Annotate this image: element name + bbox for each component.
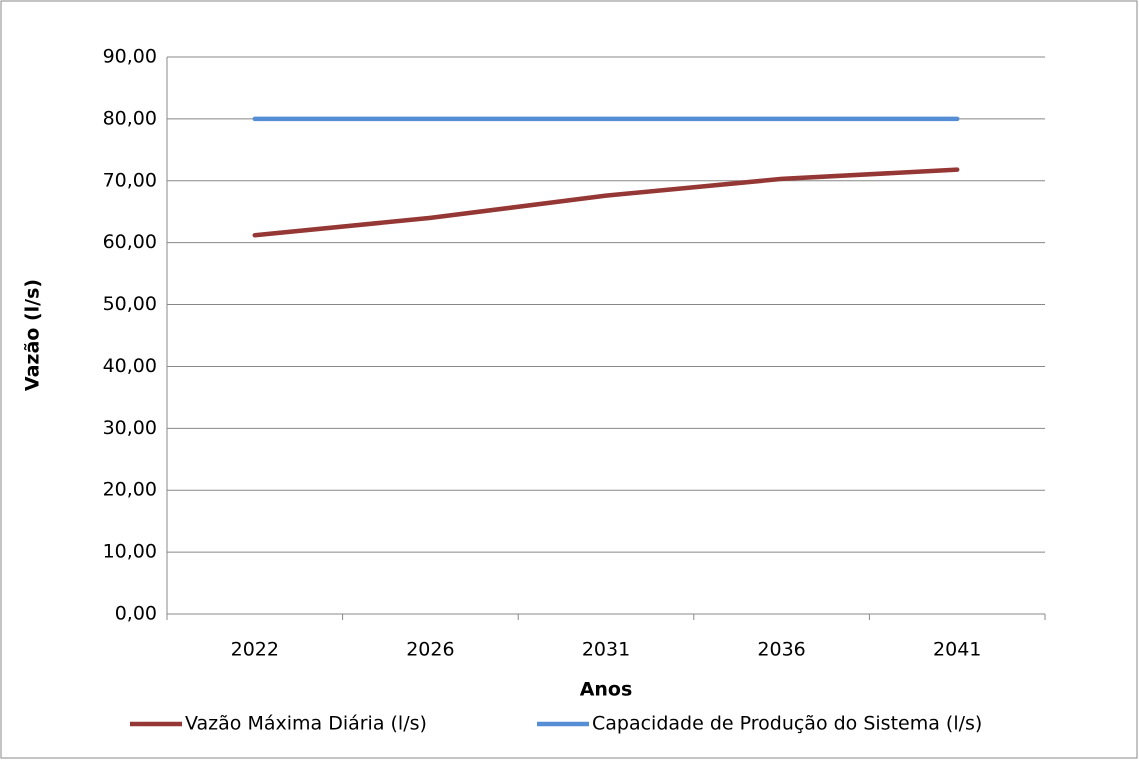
y-axis-label: Vazão (l/s) [22, 279, 44, 391]
x-axis-label: Anos [580, 679, 633, 701]
x-tick-label: 2026 [406, 639, 454, 661]
legend-label: Vazão Máxima Diária (l/s) [185, 713, 427, 735]
x-tick-label: 2031 [582, 639, 630, 661]
y-tick-label: 50,00 [103, 293, 157, 315]
x-tick-label: 2041 [933, 639, 981, 661]
y-tick-label: 70,00 [103, 169, 157, 191]
y-tick-label: 20,00 [103, 479, 157, 501]
y-tick-label: 60,00 [103, 231, 157, 253]
x-tick-label: 2036 [757, 639, 805, 661]
y-tick-label: 80,00 [103, 107, 157, 129]
y-tick-label: 90,00 [103, 46, 157, 68]
y-tick-label: 40,00 [103, 355, 157, 377]
y-tick-label: 30,00 [103, 417, 157, 439]
series-line [252, 167, 960, 238]
y-tick-label: 0,00 [115, 603, 157, 625]
legend-label: Capacidade de Produção do Sistema (l/s) [592, 713, 982, 735]
y-tick-label: 10,00 [103, 541, 157, 563]
x-tick-label: 2022 [231, 639, 279, 661]
